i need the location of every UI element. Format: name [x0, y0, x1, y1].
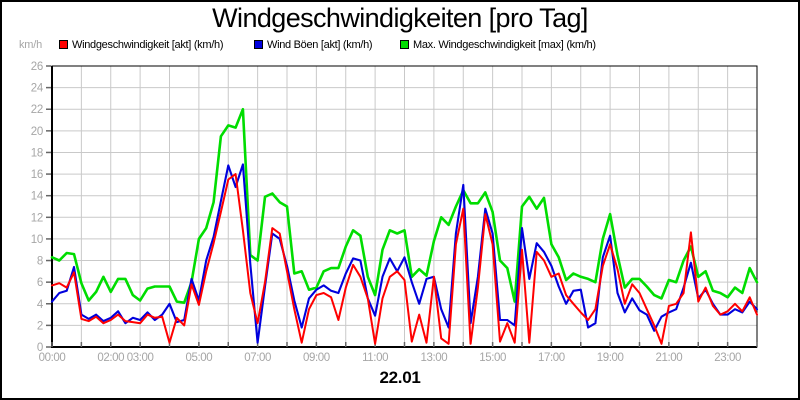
- x-tick-label: 00:00: [39, 352, 66, 364]
- y-tick-label: 16: [31, 169, 43, 181]
- chart-title: Windgeschwindigkeiten [pro Tag]: [212, 3, 588, 33]
- legend-item-wind-gusts: Wind Böen [akt] (km/h): [254, 38, 373, 51]
- y-tick-label: 24: [31, 83, 44, 95]
- legend-swatch-wind-speed: [59, 40, 68, 49]
- y-tick-label: 2: [37, 320, 43, 332]
- y-tick-label: 26: [31, 61, 43, 73]
- x-tick-label: 19:00: [597, 352, 624, 364]
- y-tick-label: 10: [31, 234, 43, 246]
- legend-label-wind-gusts: Wind Böen [akt] (km/h): [267, 38, 373, 51]
- series-line-1: [50, 163, 759, 344]
- x-tick-label: 13:00: [420, 352, 447, 364]
- x-tick-label: 02:00: [97, 352, 124, 364]
- y-tick-label: 6: [37, 277, 43, 289]
- y-tick-label: 18: [31, 147, 43, 159]
- legend-item-wind-speed: Windgeschwindigkeit [akt] (km/h): [59, 38, 223, 51]
- legend-item-wind-max: Max. Windgeschwindigkeit [max] (km/h): [400, 38, 596, 51]
- y-tick-label: 0: [37, 342, 43, 354]
- series-line-0: [51, 173, 758, 345]
- x-tick-label: 21:00: [655, 352, 682, 364]
- series-line-2: [50, 107, 759, 305]
- y-tick-label: 14: [31, 191, 44, 203]
- legend-label-wind-speed: Windgeschwindigkeit [akt] (km/h): [72, 38, 224, 51]
- x-tick-label: 11:00: [362, 352, 388, 364]
- x-tick-label: 07:00: [244, 352, 271, 364]
- x-tick-label: 03:00: [127, 352, 154, 364]
- y-tick-label: 4: [37, 299, 44, 311]
- y-axis-unit-label: km/h: [19, 39, 43, 51]
- legend-swatch-wind-max: [400, 40, 409, 49]
- x-tick-label: 17:00: [538, 352, 565, 364]
- x-tick-label: 05:00: [185, 352, 212, 364]
- y-tick-label: 22: [31, 104, 43, 116]
- y-tick-label: 20: [31, 126, 43, 138]
- legend-swatch-wind-gusts: [254, 40, 263, 49]
- y-tick-label: 12: [31, 212, 43, 224]
- y-tick-label: 8: [37, 256, 43, 268]
- legend-label-wind-max: Max. Windgeschwindigkeit [max] (km/h): [413, 38, 596, 51]
- x-tick-label: 15:00: [479, 352, 506, 364]
- x-tick-label: 09:00: [303, 352, 330, 364]
- date-label: 22.01: [379, 368, 421, 387]
- x-tick-label: 23:00: [714, 352, 741, 364]
